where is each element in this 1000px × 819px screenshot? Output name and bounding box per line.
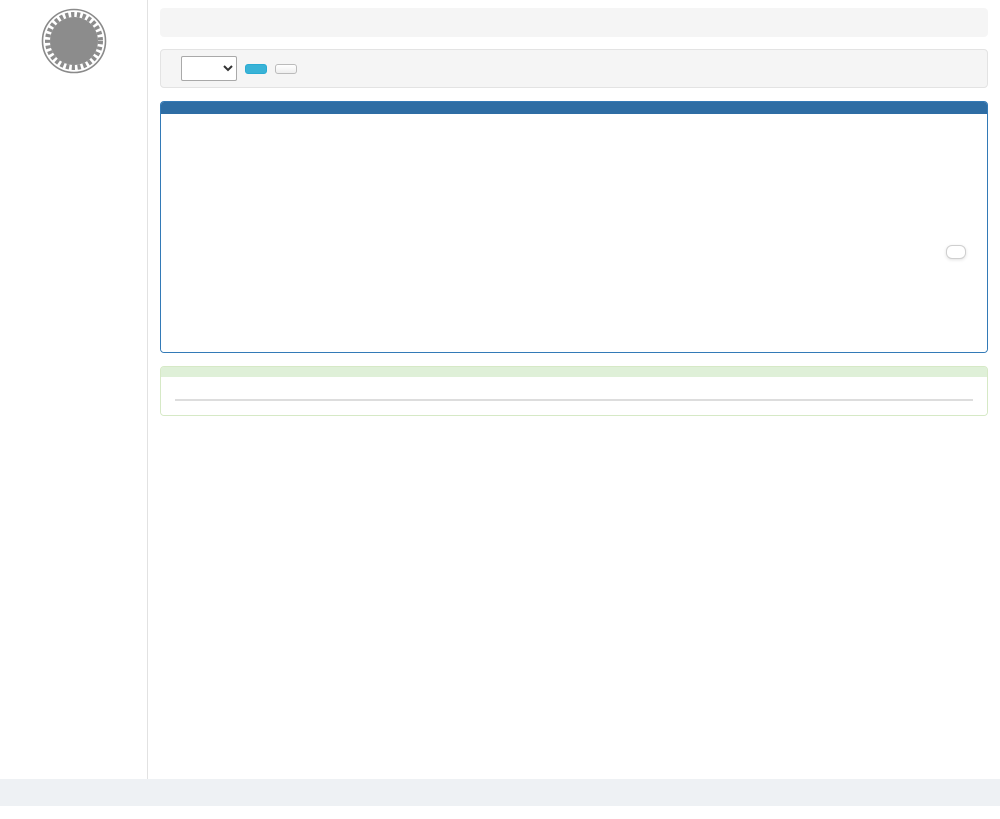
breadcrumb [160, 8, 988, 37]
report-filter-bar [160, 49, 988, 88]
this-year-button[interactable] [275, 64, 297, 74]
col-bulan [175, 387, 287, 400]
col-uang-keluar [630, 387, 750, 400]
chart-tooltip [946, 245, 966, 259]
report-table [175, 387, 973, 401]
main-content [148, 0, 1000, 779]
footer [0, 779, 1000, 806]
view-report-button[interactable] [245, 64, 267, 74]
profit-chart [161, 114, 987, 352]
col-uang-masuk [478, 387, 630, 400]
report-table-wrapper [161, 377, 987, 415]
chart-panel-title [161, 102, 987, 114]
profit-chart-panel [160, 101, 988, 353]
report-detail-panel [160, 366, 988, 416]
col-pilihan [837, 387, 973, 400]
page [0, 0, 1000, 779]
no-logo-badge-icon [41, 8, 107, 74]
year-select[interactable] [181, 56, 237, 81]
logo-block [0, 0, 147, 91]
sidebar [0, 0, 148, 779]
col-profit [750, 387, 838, 400]
profit-line-chart [175, 117, 973, 339]
detail-panel-title [161, 367, 987, 377]
col-jumlah-transfer [287, 387, 479, 400]
table-header-row [175, 387, 973, 400]
